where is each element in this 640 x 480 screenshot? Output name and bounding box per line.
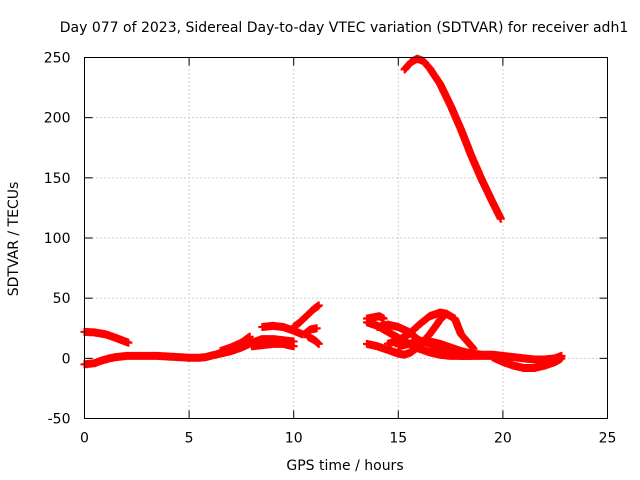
- data-series: [80, 54, 566, 372]
- data-point-markers: [383, 308, 451, 348]
- chart-title: Day 077 of 2023, Sidereal Day-to-day VTE…: [60, 20, 628, 36]
- data-point-markers: [216, 332, 254, 356]
- series-arc-g: [300, 324, 321, 339]
- y-tick-label: -50: [48, 412, 71, 428]
- series-arc-h: [304, 332, 323, 348]
- data-point-markers: [488, 353, 566, 372]
- data-point-markers: [300, 324, 321, 339]
- x-tick-label: 10: [285, 431, 303, 447]
- data-point-markers: [394, 337, 507, 360]
- x-tick-label: 15: [389, 431, 407, 447]
- x-tick-label: 20: [494, 431, 512, 447]
- data-point-markers: [247, 339, 298, 351]
- y-tick-label: 200: [44, 111, 71, 127]
- y-tick-label: 250: [44, 51, 71, 67]
- series-arc-p: [400, 54, 505, 223]
- series-arc-e: [247, 339, 298, 351]
- y-axis-label: SDTVAR / TECUs: [6, 182, 22, 297]
- x-axis-label: GPS time / hours: [286, 458, 403, 474]
- axis-ticks: -50 0 50 100 150 200 250 0 5 10 15 20 25: [44, 51, 617, 447]
- series-arc-c: [216, 332, 254, 356]
- series-arc-o: [488, 353, 566, 372]
- series-arc-n: [394, 337, 507, 360]
- data-point-markers: [400, 54, 505, 223]
- y-tick-label: 50: [53, 291, 71, 307]
- x-tick-label: 25: [599, 431, 617, 447]
- y-tick-label: 100: [44, 231, 71, 247]
- y-tick-label: 150: [44, 171, 71, 187]
- series-arc-f: [289, 301, 323, 331]
- data-point-markers: [80, 327, 133, 347]
- data-point-markers: [289, 301, 323, 331]
- series-arc-a: [80, 327, 133, 347]
- y-tick-label: 0: [62, 351, 71, 367]
- series-arc-m: [383, 308, 451, 348]
- data-point-markers: [304, 332, 323, 348]
- x-tick-label: 5: [185, 431, 194, 447]
- x-tick-label: 0: [80, 431, 89, 447]
